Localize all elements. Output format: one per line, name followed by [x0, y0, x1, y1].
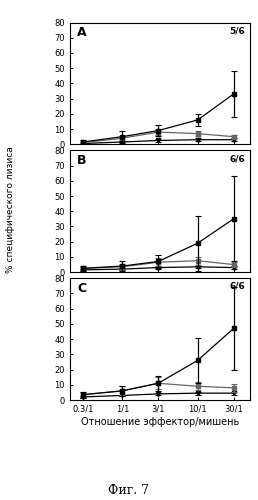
Text: 6/6: 6/6	[229, 282, 245, 291]
Text: B: B	[77, 154, 86, 167]
Text: % специфического лизиса: % специфического лизиса	[6, 146, 15, 274]
Text: C: C	[77, 282, 86, 295]
X-axis label: Отношение эффектор/мишень: Отношение эффектор/мишень	[81, 416, 239, 426]
Text: A: A	[77, 26, 86, 39]
Text: 5/6: 5/6	[229, 26, 245, 35]
Text: 6/6: 6/6	[229, 154, 245, 163]
Text: Фиг. 7: Фиг. 7	[109, 484, 149, 498]
